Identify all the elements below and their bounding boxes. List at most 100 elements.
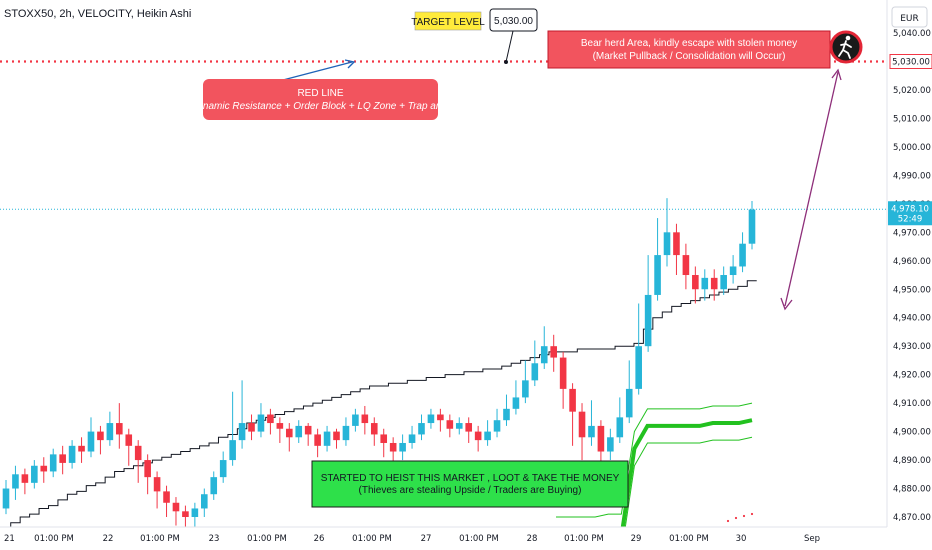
candle-body [540,346,548,364]
candle-body [465,423,473,432]
countdown-label: 52:49 [898,214,923,224]
y-tick-label: 5,020.00 [893,86,931,96]
red-line-subtitle: Dynamic Resistance + Order Block + LQ Zo… [191,101,451,112]
candle-body [644,294,652,347]
candle-body [201,494,208,509]
y-tick-label: 4,990.00 [893,171,931,181]
target-callout-pointer [505,30,514,63]
candles-group [2,198,756,527]
candle-body [739,243,746,267]
target-label: TARGET LEVEL [411,17,485,28]
y-tick-label: 4,960.00 [893,257,931,267]
candle-body [701,277,709,290]
target-value-box[interactable] [489,8,538,32]
candle-body [210,477,218,495]
candle-body [748,209,756,244]
candle-body [314,434,321,446]
red-line-callout[interactable] [203,79,438,120]
velocity-line-group [10,280,757,527]
marker-dot [734,516,738,520]
pullback-arrow [784,71,839,307]
candle-body [673,232,680,256]
y-tick-label: 4,890.00 [893,456,931,466]
candle-body [163,491,170,503]
candle-body [21,474,29,483]
x-tick-label: 21 [4,534,15,544]
time-axis-ticks: 21 01:00 PM 22 01:00 PM 23 01:00 PM 26 01:00 PM… [4,534,820,544]
candle-body [285,428,293,438]
candle-body [116,423,123,435]
green-band [556,402,754,527]
green-band-upper [556,402,753,518]
candle-body [106,423,114,441]
candle-body [248,423,255,432]
y-tick-label: 5,000.00 [893,143,931,153]
candle-body [408,434,416,443]
candle-body [559,357,567,389]
marker-dot [726,519,730,523]
candle-body [323,431,331,446]
price-axis[interactable] [887,0,932,550]
candle-body [361,414,369,424]
candle-body [446,420,454,429]
y-tick-label: 4,910.00 [893,399,931,409]
candle-body [370,423,378,435]
x-tick-label: Sep [804,534,820,544]
candle-body [342,425,350,441]
target-price-label: 5,030.00 [892,58,930,68]
candle-body [134,445,142,461]
candle-body [663,232,671,256]
marker-dot [742,514,746,518]
y-tick-label: 5,040.00 [893,29,931,39]
bear-area-box[interactable] [547,30,831,69]
target-label-box[interactable] [414,11,482,31]
candle-body [219,460,227,478]
candle-body [493,420,501,432]
currency-badge[interactable] [891,6,928,28]
candle-body [238,423,246,441]
candle-body [276,423,284,429]
current-price-tag [888,201,932,226]
heist-box[interactable] [311,460,629,508]
x-tick-label: 26 [314,534,325,544]
candle-body [512,397,520,409]
candle-body [729,266,737,276]
green-band-lower [624,436,753,527]
current-price-label: 4,978.10 [891,204,929,214]
candle-body [144,460,151,478]
x-tick-label: 01:00 PM [352,534,392,544]
candle-body [399,442,406,452]
candle-body [31,465,38,483]
symbol-title: STOXX50, 2h, VELOCITY, Heikin Ashi [4,8,191,20]
candle-body [125,434,133,446]
candle-body [49,454,57,472]
candle-body [625,388,633,418]
heist-line2: (Thieves are stealing Upside / Traders a… [359,485,582,496]
candle-body [229,440,236,461]
candle-body [616,417,624,438]
y-tick-label: 4,970.00 [893,228,931,238]
thief-icon [829,30,863,64]
x-tick-label: 01:00 PM [459,534,499,544]
candle-body [427,414,435,424]
x-tick-label: 01:00 PM [669,534,709,544]
x-tick-label: 01:00 PM [247,534,287,544]
y-tick-label: 4,940.00 [893,314,931,324]
candle-body [569,388,576,412]
plot-area[interactable] [0,0,887,527]
x-tick-label: 01:00 PM [140,534,180,544]
bear-area-line1: Bear herd Area, kindly escape with stole… [581,38,797,49]
x-tick-label: 29 [631,534,642,544]
x-tick-label: 22 [103,534,114,544]
candle-body [182,511,189,517]
y-tick-label: 4,900.00 [893,428,931,438]
x-tick-label: 30 [736,534,747,544]
candle-body [87,431,95,452]
candle-body [522,380,529,398]
x-tick-label: 28 [527,534,538,544]
candle-body [380,434,388,443]
candle-body [588,425,595,438]
candle-body [692,275,699,290]
